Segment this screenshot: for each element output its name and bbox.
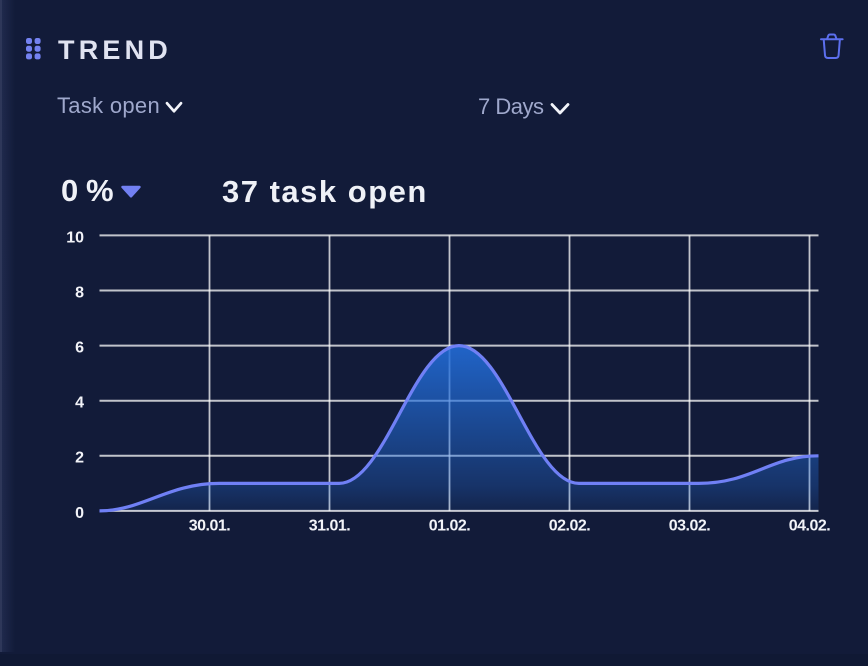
svg-text:30.01.: 30.01.	[189, 518, 231, 535]
svg-text:01.02.: 01.02.	[429, 518, 471, 535]
svg-text:2: 2	[75, 450, 84, 467]
svg-text:31.01.: 31.01.	[309, 518, 351, 535]
svg-text:4: 4	[75, 395, 84, 412]
svg-text:0: 0	[75, 505, 84, 522]
svg-text:03.02.: 03.02.	[669, 518, 711, 535]
svg-text:10: 10	[66, 229, 84, 246]
svg-text:6: 6	[75, 340, 84, 357]
svg-text:04.02.: 04.02.	[789, 518, 831, 535]
svg-text:8: 8	[75, 284, 84, 301]
svg-text:02.02.: 02.02.	[549, 518, 591, 535]
